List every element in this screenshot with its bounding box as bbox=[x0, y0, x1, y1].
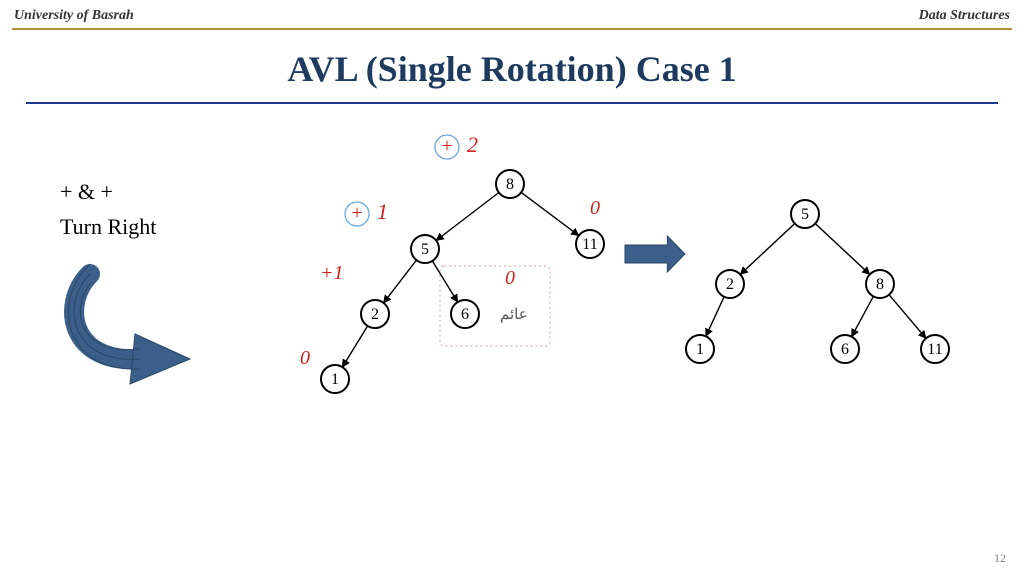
svg-text:11: 11 bbox=[927, 341, 942, 358]
svg-text:1: 1 bbox=[331, 371, 339, 388]
svg-text:+1: +1 bbox=[320, 262, 344, 284]
svg-text:5: 5 bbox=[801, 206, 809, 223]
svg-text:2: 2 bbox=[371, 306, 379, 323]
svg-text:5: 5 bbox=[421, 241, 429, 258]
header-right: Data Structures bbox=[919, 8, 1010, 24]
svg-text:0: 0 bbox=[300, 347, 310, 369]
header-left: University of Basrah bbox=[14, 8, 134, 24]
svg-text:عائم: عائم bbox=[500, 306, 528, 323]
svg-text:0: 0 bbox=[590, 197, 600, 219]
svg-text:11: 11 bbox=[582, 236, 597, 253]
slide-title: AVL (Single Rotation) Case 1 bbox=[0, 48, 1024, 90]
svg-text:1: 1 bbox=[696, 341, 704, 358]
svg-text:+: + bbox=[441, 135, 452, 157]
svg-text:6: 6 bbox=[461, 306, 469, 323]
diagram-svg: 8 5 11 2 6 1 5 2 8 1 6 11 عائم +2 +1 0 +1 0 0 bbox=[0, 104, 1024, 534]
svg-text:1: 1 bbox=[377, 199, 388, 224]
gold-divider bbox=[12, 28, 1012, 30]
svg-text:+: + bbox=[351, 202, 362, 224]
svg-text:2: 2 bbox=[467, 132, 478, 157]
svg-text:6: 6 bbox=[841, 341, 849, 358]
svg-text:0: 0 bbox=[505, 267, 515, 289]
svg-text:8: 8 bbox=[506, 176, 514, 193]
svg-text:8: 8 bbox=[876, 276, 884, 293]
svg-text:2: 2 bbox=[726, 276, 734, 293]
page-number: 12 bbox=[994, 551, 1006, 566]
diagram-stage: + & + Turn Right 85112615281611عائم+2+10… bbox=[0, 104, 1024, 534]
